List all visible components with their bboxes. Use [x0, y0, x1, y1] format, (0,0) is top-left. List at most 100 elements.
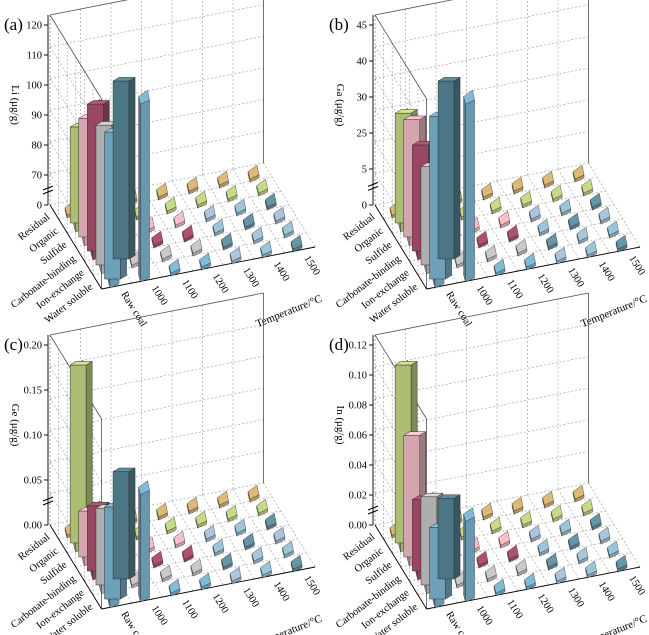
- bar-top: [585, 240, 597, 256]
- bar-top: [537, 218, 550, 234]
- bar: [190, 558, 203, 577]
- bar: [234, 518, 246, 537]
- grid-line: [92, 232, 307, 276]
- tall-bar: [69, 360, 94, 544]
- bar-top: [151, 550, 164, 566]
- grid-line: [417, 232, 632, 276]
- bar-top: [164, 196, 177, 212]
- bar: [542, 490, 554, 509]
- y-tick-label: 0.10: [24, 431, 42, 442]
- y-tick-label: 120: [26, 21, 42, 32]
- y-tick-label: 0.20: [24, 341, 42, 352]
- bar: [598, 206, 611, 225]
- bar-top: [217, 170, 229, 186]
- tall-bar-side: [128, 76, 136, 260]
- bar-top: [282, 540, 294, 556]
- bar-top: [546, 232, 558, 248]
- bar-top: [507, 544, 519, 560]
- y-tick-label: 70: [32, 171, 43, 182]
- bar: [243, 532, 255, 551]
- bar-top: [204, 204, 216, 220]
- y-tick-label: 0.00: [24, 521, 42, 532]
- axis-break: [42, 496, 54, 506]
- bar: [576, 226, 589, 245]
- bar: [282, 220, 294, 239]
- bar: [195, 190, 207, 209]
- bar-top: [520, 190, 532, 206]
- bar: [199, 252, 211, 271]
- bar: [221, 232, 233, 251]
- bar-top: [489, 196, 502, 212]
- bar-top: [212, 218, 225, 234]
- bar: [511, 176, 524, 195]
- grid-line: [496, 500, 549, 586]
- grid-line: [49, 4, 264, 47]
- frame-line: [49, 14, 102, 100]
- bar: [520, 510, 532, 529]
- bar-top: [256, 498, 268, 514]
- bar-top: [247, 484, 260, 500]
- bar: [273, 206, 286, 225]
- bar-top: [581, 178, 593, 194]
- bar-top: [164, 516, 177, 532]
- bar-top: [559, 518, 571, 534]
- col-label: 1300: [240, 586, 260, 610]
- bar: [476, 550, 489, 569]
- bar: [607, 540, 619, 559]
- bar-top: [498, 210, 510, 226]
- bar-top: [265, 512, 277, 528]
- bar: [234, 198, 246, 217]
- bar-top: [546, 552, 558, 568]
- depth-axis-title: Temperature/°C: [579, 293, 649, 330]
- bar: [282, 540, 294, 559]
- bar: [581, 178, 593, 197]
- bar: [164, 516, 177, 535]
- grid-line: [588, 162, 641, 248]
- bar-top: [581, 498, 593, 514]
- bar: [576, 546, 589, 565]
- grid-line: [171, 180, 224, 266]
- bar-top: [493, 578, 506, 594]
- tall-bar-front: [112, 80, 130, 260]
- tall-bar-front: [112, 471, 130, 580]
- bar-top: [290, 234, 303, 250]
- bar: [160, 244, 172, 263]
- grid-line: [374, 67, 589, 111]
- bar: [493, 258, 506, 277]
- col-label: 1400: [596, 580, 616, 604]
- col-label: 1200: [210, 272, 230, 296]
- col-label: 1300: [240, 266, 260, 290]
- bar: [493, 578, 506, 597]
- row-axis: [374, 524, 427, 610]
- bar: [212, 538, 225, 557]
- bar: [568, 212, 580, 231]
- bar: [615, 554, 628, 573]
- col-label: 1200: [535, 272, 555, 296]
- bar: [585, 560, 597, 579]
- bar-top: [229, 566, 242, 582]
- bar: [590, 192, 602, 211]
- bar: [243, 212, 255, 231]
- bar-top: [138, 89, 150, 105]
- grid-line: [232, 488, 285, 574]
- col-label: 1500: [626, 574, 646, 598]
- col-label: 1400: [596, 260, 616, 284]
- bar-side: [463, 513, 466, 603]
- bar: [160, 564, 172, 583]
- bar: [217, 170, 229, 189]
- col-label: 1000: [149, 284, 169, 308]
- y-tick-label: 0.04: [349, 461, 368, 472]
- axis-break: [367, 505, 379, 515]
- bar: [476, 230, 489, 249]
- grid-line: [466, 506, 519, 592]
- y-tick-label: 0.15: [24, 386, 42, 397]
- bar-top: [273, 526, 286, 542]
- grid-line: [171, 500, 224, 586]
- bar: [182, 224, 194, 243]
- bar: [554, 566, 567, 585]
- bar-top: [463, 89, 475, 105]
- bar-top: [173, 210, 185, 226]
- panel-label: (d): [329, 335, 349, 354]
